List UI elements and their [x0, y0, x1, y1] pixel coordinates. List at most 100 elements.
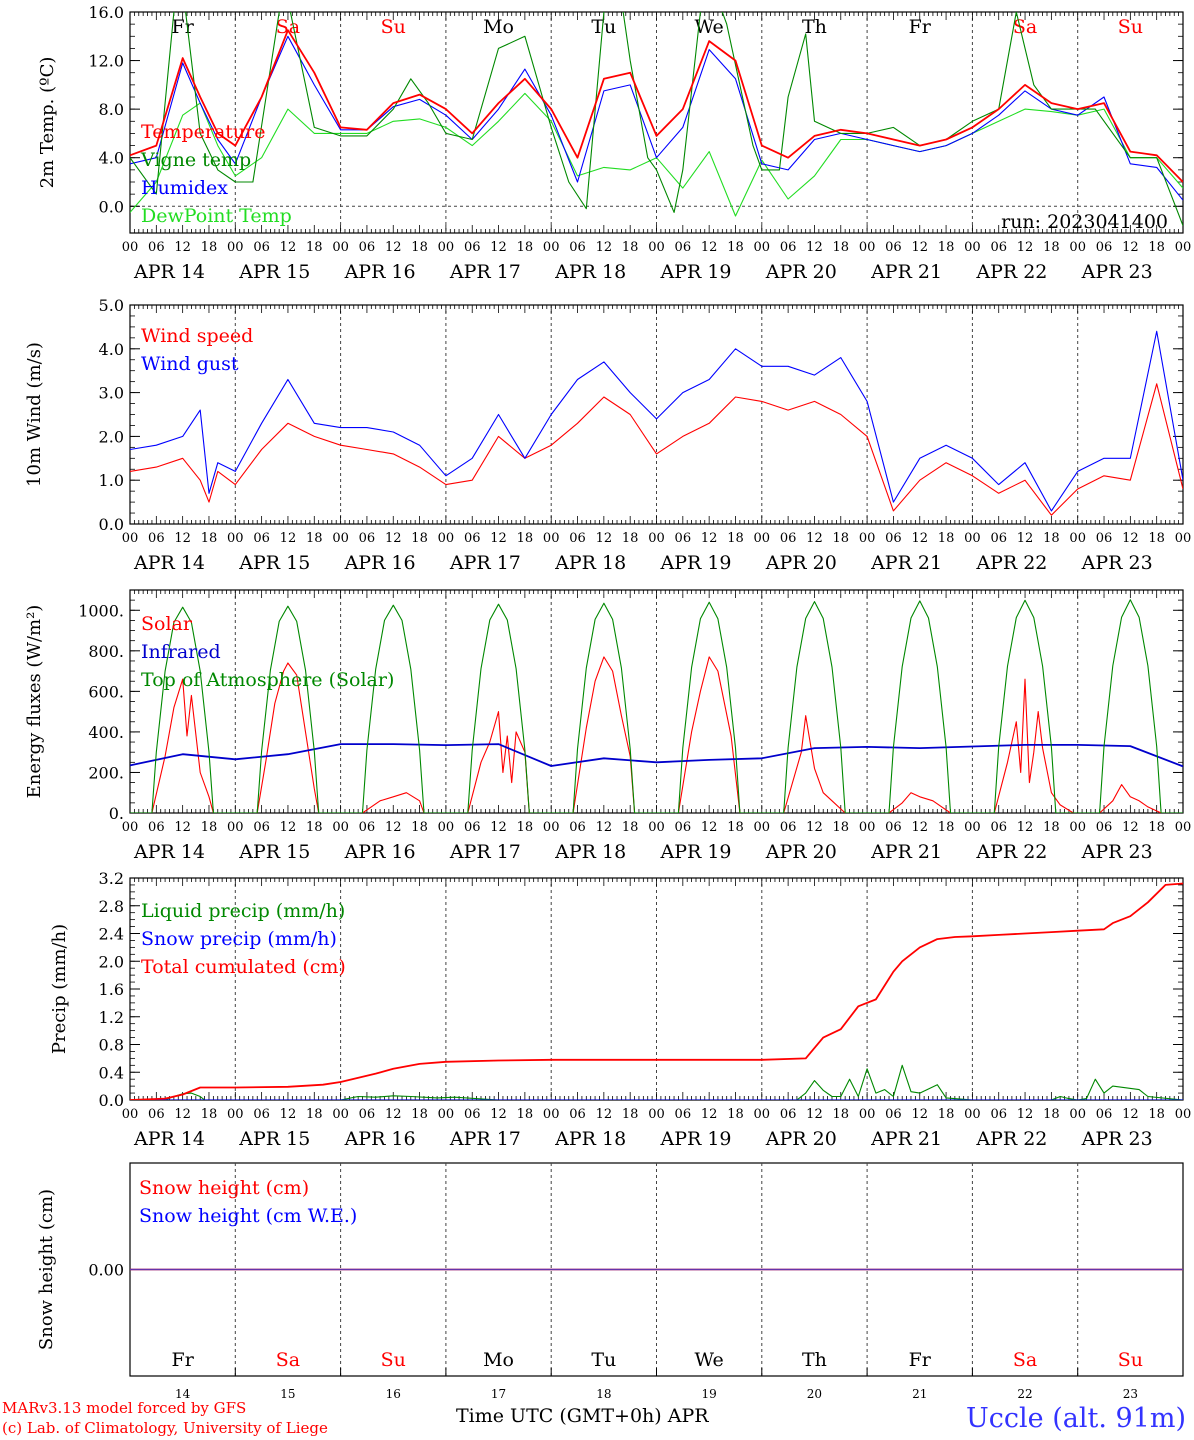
hour-tick-label: 00: [1175, 820, 1192, 835]
hour-tick-label: 18: [411, 820, 428, 835]
hour-tick-label: 18: [1148, 820, 1165, 835]
weekday-label: Fr: [909, 16, 932, 38]
date-label: APR 15: [238, 841, 310, 863]
series-line-0: [130, 29, 1183, 183]
hour-tick-label: 06: [675, 1107, 692, 1122]
date-label: APR 19: [659, 1128, 731, 1150]
hour-tick-label: 18: [201, 820, 218, 835]
hour-tick-label: 06: [1096, 240, 1113, 255]
day-number: 23: [1123, 1387, 1138, 1401]
legend-entry: Top of Atmosphere (Solar): [141, 669, 394, 691]
hour-tick-label: 00: [438, 240, 455, 255]
hour-tick-label: 00: [1069, 820, 1086, 835]
hour-tick-label: 12: [806, 240, 823, 255]
weekday-label: Th: [802, 16, 827, 38]
hour-tick-label: 12: [596, 820, 613, 835]
hour-tick-label: 00: [964, 1107, 981, 1122]
hour-tick-label: 00: [754, 531, 771, 546]
series-line-1: [130, 743, 1183, 768]
hour-tick-label: 12: [701, 531, 718, 546]
day-number: 21: [912, 1387, 927, 1401]
hour-tick-label: 00: [543, 531, 560, 546]
hour-tick-label: 18: [201, 531, 218, 546]
hour-tick-label: 06: [359, 820, 376, 835]
hour-tick-label: 00: [227, 1107, 244, 1122]
hour-tick-label: 06: [464, 240, 481, 255]
hour-tick-label: 06: [148, 820, 165, 835]
hour-tick-label: 00: [1069, 1107, 1086, 1122]
hour-tick-label: 06: [885, 240, 902, 255]
hour-tick-label: 18: [1043, 1107, 1060, 1122]
date-label: APR 20: [765, 552, 837, 574]
weekday-label: Mo: [483, 16, 514, 38]
hour-tick-label: 12: [1017, 820, 1034, 835]
weekday-label: Fr: [172, 16, 195, 38]
y-tick-label: 5.0: [99, 296, 124, 315]
hour-tick-label: 00: [1069, 240, 1086, 255]
date-label: APR 18: [554, 552, 626, 574]
hour-tick-label: 00: [122, 820, 139, 835]
weekday-label: Su: [381, 16, 406, 38]
weekday-label: Su: [1118, 1349, 1143, 1371]
date-label: APR 18: [554, 261, 626, 283]
hour-tick-label: 12: [1017, 240, 1034, 255]
day-number: 17: [491, 1387, 506, 1401]
hour-tick-label: 00: [543, 1107, 560, 1122]
hour-tick-label: 12: [806, 820, 823, 835]
hour-tick-label: 18: [517, 820, 534, 835]
date-label: APR 17: [449, 841, 521, 863]
date-label: APR 16: [344, 552, 416, 574]
hour-tick-label: 18: [727, 531, 744, 546]
hour-tick-label: 12: [701, 820, 718, 835]
hour-tick-label: 00: [122, 240, 139, 255]
series-line-2: [130, 35, 1183, 201]
hour-tick-label: 18: [517, 1107, 534, 1122]
hour-tick-label: 00: [859, 1107, 876, 1122]
hour-tick-label: 00: [332, 240, 349, 255]
plot-frame: [129, 589, 1184, 814]
legend-entry: Infrared: [141, 641, 221, 663]
date-label: APR 16: [344, 261, 416, 283]
series-line-1: [130, 330, 1183, 512]
hour-tick-label: 00: [648, 1107, 665, 1122]
hour-tick-label: 18: [1043, 240, 1060, 255]
date-label: APR 14: [133, 841, 205, 863]
y-tick-label: 12.0: [88, 52, 124, 71]
date-label: APR 21: [870, 1128, 942, 1150]
date-label: APR 23: [1081, 261, 1153, 283]
hour-tick-label: 12: [385, 531, 402, 546]
y-axis-label: Snow height (cm): [36, 1189, 57, 1350]
day-number: 22: [1017, 1387, 1032, 1401]
legend-entry: Solar: [141, 613, 193, 635]
weekday-label: Fr: [909, 1349, 932, 1371]
hour-tick-label: 00: [754, 820, 771, 835]
panel-2: 0.0 1.0 2.0 3.0 4.0 5.0 10m Wind (m/s) 00 06 12 18…: [24, 296, 1191, 574]
date-label: APR 23: [1081, 552, 1153, 574]
hour-tick-label: 06: [1096, 1107, 1113, 1122]
hour-tick-label: 18: [1148, 240, 1165, 255]
day-number: 15: [280, 1387, 295, 1401]
y-axis-label: Precip (mm/h): [49, 924, 70, 1054]
hour-tick-label: 18: [938, 820, 955, 835]
y-tick-label: 16.0: [88, 3, 124, 22]
hour-tick-label: 18: [622, 531, 639, 546]
day-number: 16: [386, 1387, 401, 1401]
date-label: APR 14: [133, 1128, 205, 1150]
hour-tick-label: 00: [859, 240, 876, 255]
hour-tick-label: 06: [253, 1107, 270, 1122]
date-label: APR 20: [765, 1128, 837, 1150]
hour-tick-label: 12: [1122, 240, 1139, 255]
hour-tick-label: 06: [569, 820, 586, 835]
hour-tick-label: 06: [148, 1107, 165, 1122]
hour-tick-label: 12: [174, 1107, 191, 1122]
date-label: APR 21: [870, 841, 942, 863]
hour-tick-label: 12: [280, 240, 297, 255]
weekday-label: Tu: [591, 1349, 616, 1371]
y-tick-label: 4.0: [99, 340, 124, 359]
hour-tick-label: 06: [253, 531, 270, 546]
hour-tick-label: 00: [122, 531, 139, 546]
hour-tick-label: 12: [596, 531, 613, 546]
hour-tick-label: 18: [833, 820, 850, 835]
hour-tick-label: 12: [385, 820, 402, 835]
y-tick-label: 0.0: [99, 197, 124, 216]
